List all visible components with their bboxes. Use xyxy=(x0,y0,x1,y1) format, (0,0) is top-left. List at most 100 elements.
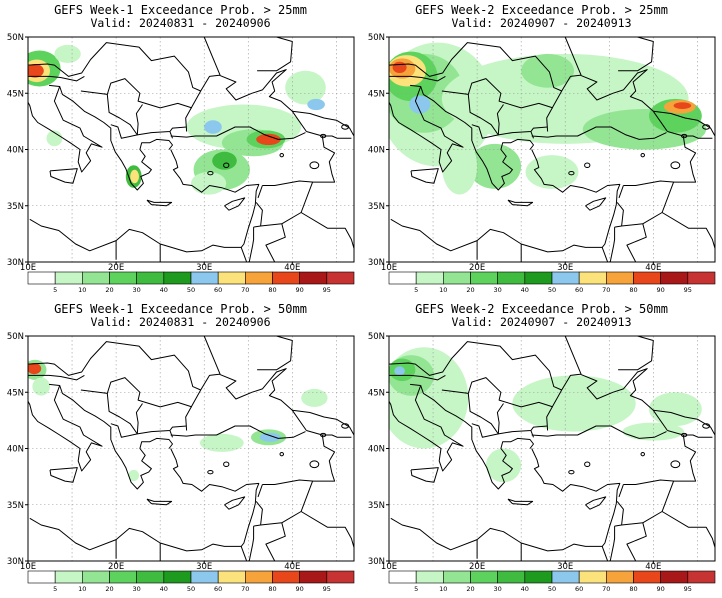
probability-area xyxy=(199,433,244,452)
lon-tick-label: 40E xyxy=(284,263,300,273)
colorbar-swatch xyxy=(578,570,607,584)
map-panel-4: GEFS Week-2 Exceedance Prob. > 50mm Valid… xyxy=(361,299,722,598)
lon-tick-label: 30E xyxy=(557,263,573,273)
colorbar-label: 20 xyxy=(105,585,113,593)
colorbar-swatch xyxy=(109,570,137,584)
probability-area xyxy=(525,155,579,189)
probability-area xyxy=(130,169,140,184)
colorbar-swatch xyxy=(245,570,273,584)
lon-tick-label: 30E xyxy=(196,562,212,572)
colorbar-swatch xyxy=(497,570,526,584)
map-panel-3: GEFS Week-1 Exceedance Prob. > 50mm Valid… xyxy=(0,299,361,598)
colorbar-swatch xyxy=(190,271,219,285)
probability-area xyxy=(468,143,522,189)
lat-tick-label: 50N xyxy=(7,33,24,43)
probability-area xyxy=(512,375,636,432)
probability-area xyxy=(259,432,281,442)
colorbar: 5 10 20 30 40 50 60 70 80 90 95 xyxy=(388,271,716,294)
colorbar-label: 95 xyxy=(323,286,331,294)
colorbar-label: 70 xyxy=(241,585,249,593)
probability-shading xyxy=(389,347,702,483)
colorbar-swatch xyxy=(54,570,83,584)
lon-tick-label: 30E xyxy=(196,263,212,273)
lon-tick-label: 40E xyxy=(284,562,300,572)
coastlines-borders xyxy=(28,336,354,561)
colorbar-swatch xyxy=(687,271,716,285)
probability-area xyxy=(128,469,139,482)
coastlines-borders xyxy=(28,37,354,262)
probability-area xyxy=(191,172,227,195)
colorbar-label: 95 xyxy=(323,585,331,593)
lon-tick-label: 10E xyxy=(381,263,397,273)
colorbar-label: 10 xyxy=(78,585,86,593)
lat-tick-label: 30N xyxy=(7,258,24,268)
lon-tick-label: 20E xyxy=(108,562,124,572)
colorbar-label: 60 xyxy=(575,585,583,593)
probability-area xyxy=(622,422,685,441)
lon-tick-label: 10E xyxy=(20,263,36,273)
colorbar-label: 40 xyxy=(160,585,168,593)
lon-tick-label: 20E xyxy=(108,263,124,273)
colorbar-swatch xyxy=(633,271,661,285)
lat-tick-label: 35N xyxy=(7,202,24,212)
probability-area xyxy=(649,392,702,426)
panel-valid-dates: Valid: 20240907 - 20240913 xyxy=(451,16,632,30)
colorbar-label: 40 xyxy=(521,286,529,294)
probability-shading xyxy=(28,359,328,482)
colorbar-label: 70 xyxy=(602,286,610,294)
colorbar-swatch xyxy=(54,271,83,285)
colorbar-swatch xyxy=(163,570,192,584)
colorbar-swatch xyxy=(443,570,471,584)
colorbar-swatch xyxy=(272,570,300,584)
colorbar-swatch xyxy=(217,570,246,584)
lon-tick-label: 10E xyxy=(20,562,36,572)
colorbar-swatch xyxy=(27,271,56,285)
lon-tick-label: 10E xyxy=(381,562,397,572)
lat-tick-label: 40N xyxy=(368,146,385,156)
colorbar-swatch xyxy=(415,570,444,584)
colorbar-swatch xyxy=(524,271,553,285)
lat-tick-label: 45N xyxy=(7,89,24,99)
colorbar-label: 80 xyxy=(629,585,637,593)
colorbar-label: 50 xyxy=(548,585,556,593)
lon-tick-label: 20E xyxy=(469,263,485,273)
colorbar-swatch xyxy=(217,271,246,285)
map-panel-2: GEFS Week-2 Exceedance Prob. > 25mm Valid… xyxy=(361,0,722,299)
colorbar-label: 5 xyxy=(414,286,418,294)
probability-area xyxy=(285,70,326,105)
colorbar-swatch xyxy=(136,570,165,584)
colorbar-swatch xyxy=(388,570,417,584)
colorbar-label: 20 xyxy=(105,286,113,294)
lon-tick-label: 20E xyxy=(469,562,485,572)
colorbar-label: 20 xyxy=(466,286,474,294)
colorbar-swatch xyxy=(190,570,219,584)
probability-area xyxy=(441,138,478,195)
colorbar-label: 10 xyxy=(78,286,86,294)
graticule xyxy=(389,336,715,561)
probability-area xyxy=(204,120,222,134)
panel-valid-dates: Valid: 20240907 - 20240913 xyxy=(451,315,632,329)
coastlines-borders xyxy=(389,336,715,561)
lat-tick-label: 50N xyxy=(368,33,385,43)
colorbar-swatch xyxy=(245,271,273,285)
colorbar-label: 60 xyxy=(575,286,583,294)
colorbar-swatch xyxy=(470,271,498,285)
colorbar-label: 30 xyxy=(133,585,141,593)
colorbar-swatch xyxy=(443,271,471,285)
colorbar-label: 50 xyxy=(548,286,556,294)
colorbar-label: 60 xyxy=(214,585,222,593)
colorbar-swatch xyxy=(660,271,689,285)
colorbar-swatch xyxy=(299,271,328,285)
colorbar-swatch xyxy=(109,271,137,285)
panel-title: GEFS Week-1 Exceedance Prob. > 50mm xyxy=(54,302,307,316)
colorbar-label: 80 xyxy=(629,286,637,294)
probability-area xyxy=(28,64,44,78)
colorbar: 5 10 20 30 40 50 60 70 80 90 95 xyxy=(388,570,716,593)
lon-tick-label: 40E xyxy=(645,562,661,572)
probability-shading xyxy=(28,44,326,195)
colorbar-label: 40 xyxy=(521,585,529,593)
graticule xyxy=(28,37,354,262)
